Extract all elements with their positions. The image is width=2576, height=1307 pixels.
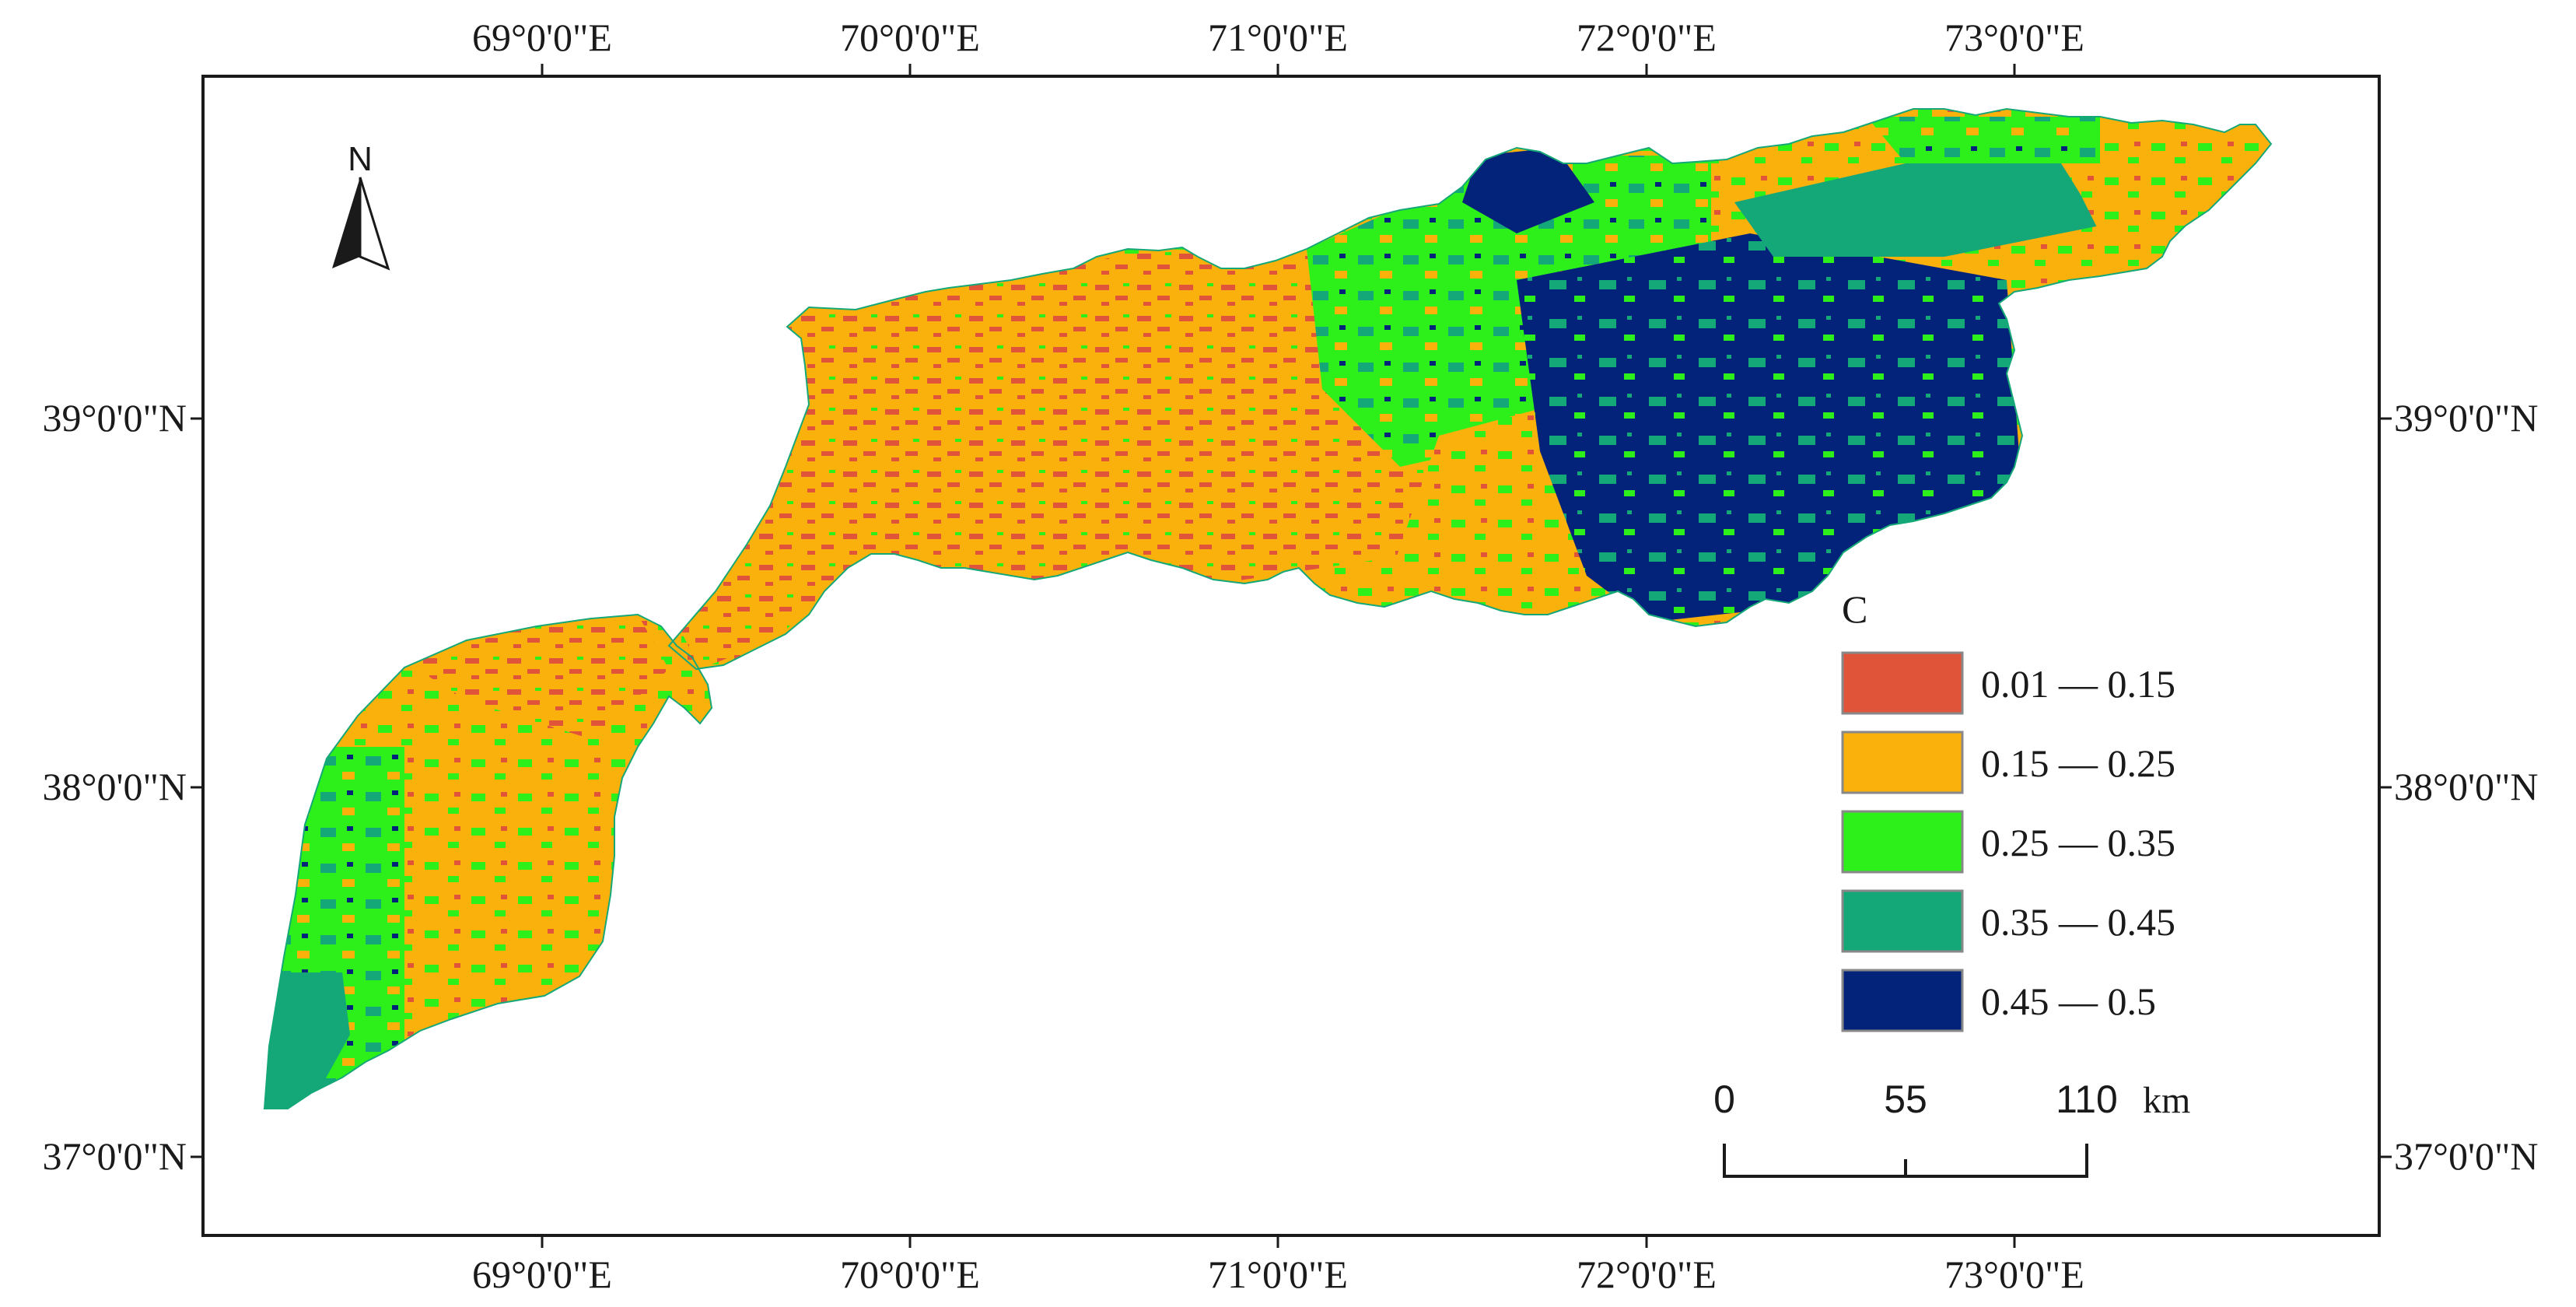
legend-swatch xyxy=(1841,889,1964,953)
bottom-tick-label: 70°0'0"E xyxy=(840,1253,980,1296)
north-arrow-label: N xyxy=(348,140,373,178)
bottom-axis-labels: 69°0'0"E 70°0'0"E 71°0'0"E 72°0'0"E 73°0… xyxy=(472,1253,2084,1296)
top-tick-label: 73°0'0"E xyxy=(1944,16,2084,59)
top-tick-label: 69°0'0"E xyxy=(472,16,612,59)
scale-bar: 0 55 110 km xyxy=(1713,1077,2190,1178)
legend-label: 0.15 — 0.25 xyxy=(1981,741,2175,785)
north-arrow-icon: N xyxy=(332,140,390,271)
legend: C 0.01 — 0.15 0.15 — 0.25 0.25 — 0.35 0.… xyxy=(1841,587,2175,1032)
right-tick-label: 39°0'0"N xyxy=(2394,396,2539,440)
top-axis-labels: 69°0'0"E 70°0'0"E 71°0'0"E 72°0'0"E 73°0… xyxy=(472,16,2084,59)
legend-swatch xyxy=(1841,651,1964,715)
right-tick-label: 37°0'0"N xyxy=(2394,1134,2539,1178)
legend-label: 0.35 — 0.45 xyxy=(1981,900,2175,944)
scale-label: 55 xyxy=(1884,1077,1927,1121)
scale-label: 110 xyxy=(2056,1077,2118,1121)
right-axis-ticks xyxy=(2379,417,2392,1158)
scale-label: 0 xyxy=(1713,1077,1735,1121)
legend-item: 0.35 — 0.45 xyxy=(1841,889,2175,953)
bottom-tick-label: 72°0'0"E xyxy=(1577,1253,1717,1296)
legend-swatch xyxy=(1841,731,1964,794)
left-tick-label: 37°0'0"N xyxy=(42,1134,187,1178)
legend-item: 0.15 — 0.25 xyxy=(1841,731,2175,794)
right-tick-label: 38°0'0"N xyxy=(2394,765,2539,808)
left-tick-label: 38°0'0"N xyxy=(42,765,187,808)
bottom-tick-label: 71°0'0"E xyxy=(1208,1253,1348,1296)
bottom-tick-label: 73°0'0"E xyxy=(1944,1253,2084,1296)
bottom-axis-ticks xyxy=(541,1235,2016,1248)
top-axis-ticks xyxy=(541,64,2016,76)
left-axis-labels: 39°0'0"N 38°0'0"N 37°0'0"N xyxy=(42,396,187,1178)
right-axis-labels: 39°0'0"N 38°0'0"N 37°0'0"N xyxy=(2394,396,2539,1178)
top-tick-label: 71°0'0"E xyxy=(1208,16,1348,59)
legend-item: 0.45 — 0.5 xyxy=(1841,969,2156,1032)
legend-swatch xyxy=(1841,969,1964,1032)
legend-title: C xyxy=(1842,587,1867,631)
top-tick-label: 70°0'0"E xyxy=(840,16,980,59)
legend-label: 0.01 — 0.15 xyxy=(1981,662,2175,706)
top-tick-label: 72°0'0"E xyxy=(1577,16,1717,59)
legend-label: 0.45 — 0.5 xyxy=(1981,979,2156,1023)
legend-item: 0.01 — 0.15 xyxy=(1841,651,2175,715)
bottom-tick-label: 69°0'0"E xyxy=(472,1253,612,1296)
scale-unit: km xyxy=(2143,1080,2190,1121)
left-tick-label: 39°0'0"N xyxy=(42,396,187,440)
legend-swatch xyxy=(1841,810,1964,874)
legend-item: 0.25 — 0.35 xyxy=(1841,810,2175,874)
left-axis-ticks xyxy=(191,417,203,1158)
legend-label: 0.25 — 0.35 xyxy=(1981,821,2175,864)
